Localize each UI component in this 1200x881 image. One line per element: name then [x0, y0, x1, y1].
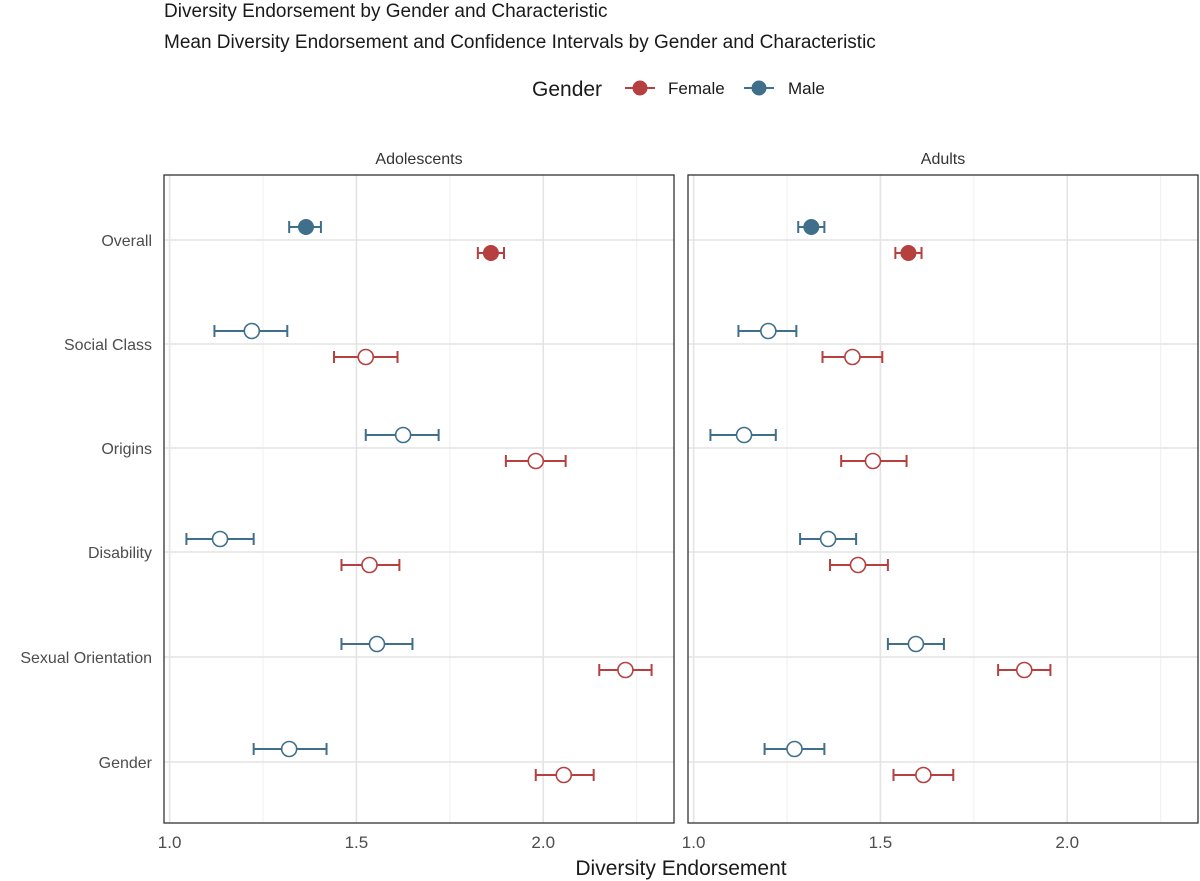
data-point-male [907, 635, 925, 653]
legend: Gender Female Male [532, 78, 825, 101]
data-point-female [617, 661, 634, 679]
y-tick-label: Social Class [64, 337, 152, 354]
data-point-male [280, 740, 298, 758]
facet-strip-label: Adolescents [375, 151, 462, 168]
data-point-female [844, 348, 861, 366]
facet-panels: Adolescents 1.0 1.5 2.0 Adults 1.0 1.5 2.0 [158, 151, 1199, 852]
data-point-male [368, 635, 386, 653]
facet-panel-adults: Adults 1.0 1.5 2.0 [682, 151, 1199, 852]
data-point-female [361, 556, 378, 574]
panel-border [163, 174, 675, 824]
chart-title: Diversity Endorsement by Gender and Char… [164, 1, 608, 22]
data-point-male [735, 426, 753, 444]
data-point-male [760, 322, 777, 340]
y-tick-label: Gender [99, 755, 153, 772]
data-point-female [864, 452, 882, 470]
y-tick-label: Overall [101, 233, 152, 250]
chart-subtitle: Mean Diversity Endorsement and Confidenc… [164, 32, 876, 53]
facet-panel-adolescents: Adolescents 1.0 1.5 2.0 [158, 151, 675, 852]
legend-marker-male [751, 80, 767, 96]
x-tick-label: 2.0 [531, 833, 555, 852]
data-point-female [527, 452, 545, 470]
x-tick-label: 1.0 [682, 833, 706, 852]
data-point-female [1015, 661, 1033, 679]
x-axis-label: Diversity Endorsement [575, 857, 786, 880]
data-point-female [849, 556, 867, 574]
data-point-male [394, 426, 412, 444]
data-point-female [915, 766, 932, 784]
x-tick-label: 1.0 [158, 833, 182, 852]
y-tick-label: Origins [101, 441, 152, 458]
x-tick-label: 1.5 [869, 833, 893, 852]
x-tick-label: 1.5 [345, 833, 369, 852]
data-point-female [555, 766, 573, 784]
data-point-male [786, 740, 803, 758]
y-tick-label: Disability [88, 545, 152, 562]
data-point-female [357, 348, 375, 366]
legend-entries: Female Male [625, 79, 825, 98]
y-tick-label: Sexual Orientation [20, 650, 152, 667]
data-point-male [243, 322, 261, 340]
legend-label-female: Female [668, 79, 725, 98]
data-point-male [819, 530, 837, 548]
facet-strip-label: Adults [921, 151, 965, 168]
legend-title: Gender [532, 78, 602, 101]
data-point-male [211, 530, 229, 548]
legend-marker-female [632, 80, 648, 96]
panel-border [687, 174, 1199, 824]
data-point-male [297, 219, 314, 235]
x-tick-label: 2.0 [1055, 833, 1079, 852]
data-point-female [482, 245, 499, 261]
data-point-female [900, 245, 917, 261]
y-axis-labels: Overall Social Class Origins Disability Sexu… [20, 233, 152, 772]
data-point-male [803, 219, 820, 235]
legend-label-male: Male [788, 79, 825, 98]
